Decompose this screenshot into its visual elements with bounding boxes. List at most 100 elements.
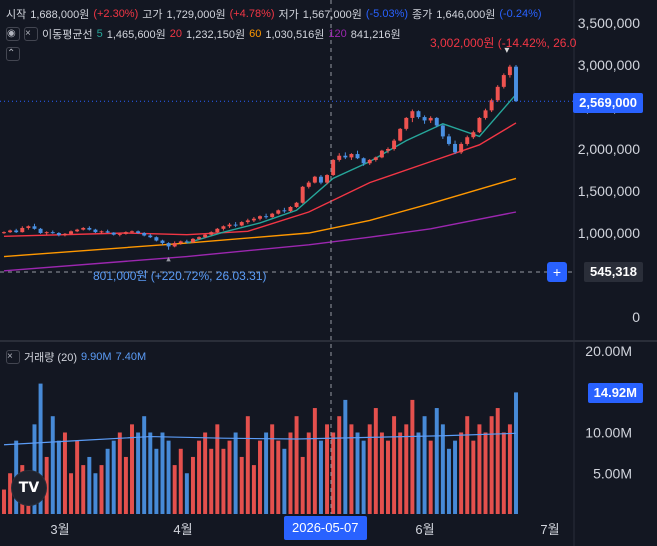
volume-bar: [416, 432, 421, 514]
volume-bar: [87, 456, 92, 514]
candle-body: [239, 222, 244, 226]
close-label: 종가: [412, 9, 433, 21]
candle-body: [50, 232, 55, 234]
ma20-line: [3, 122, 517, 238]
chevron-up-icon[interactable]: ⌃: [6, 47, 20, 61]
candle-body: [38, 228, 43, 233]
volume-bar: [190, 456, 195, 514]
volume-bar: [56, 440, 61, 514]
close-icon[interactable]: ×: [24, 27, 38, 41]
volume-bar: [172, 465, 177, 514]
candle-body: [483, 110, 488, 118]
volume-bar: [337, 416, 342, 514]
candle-body: [325, 175, 330, 183]
volume-bar: [459, 432, 464, 514]
candle-body: [514, 66, 518, 102]
x-tick-label: 6월: [415, 522, 434, 537]
candle-body: [489, 100, 494, 111]
tradingview-logo[interactable]: TV: [11, 470, 47, 506]
candle-body: [422, 117, 427, 121]
volume-legend: × 거래량 (20) 9.90M 7.40M: [6, 349, 146, 365]
volume-bar: [331, 432, 336, 514]
volume-bar: [343, 399, 348, 514]
volume-bar: [111, 440, 116, 514]
low-value: 1,567,000원: [302, 9, 362, 21]
candle-body: [14, 230, 19, 233]
open-value: 1,688,000원: [30, 9, 90, 21]
volume-bar: [300, 456, 305, 514]
candle-body: [282, 210, 287, 212]
candle-body: [349, 154, 354, 158]
candle-body: [111, 232, 116, 235]
close-change: (-0.24%): [499, 8, 542, 20]
candle-body: [373, 157, 378, 160]
candle-body: [123, 232, 128, 234]
candle-body: [184, 241, 189, 243]
close-value: 1,646,000원: [436, 9, 496, 21]
candle-body: [20, 227, 25, 233]
volume-bar: [184, 473, 189, 514]
candle-body: [105, 231, 110, 233]
volume-bar: [465, 416, 470, 514]
candle-body: [355, 154, 360, 159]
ma-legend: ◉ × 이동평균선 5 1,465,600원 20 1,232,150원 60 …: [6, 26, 401, 42]
candle-body: [8, 230, 13, 233]
volume-bar: [239, 456, 244, 514]
candle-body: [361, 158, 366, 164]
volume-bar: [367, 424, 372, 514]
low-annotation: 801,000원 (+220.72%, 26.03.31): [93, 269, 267, 283]
ma20-value: 1,232,150원: [186, 29, 246, 41]
collapse-icon[interactable]: ×: [6, 350, 20, 364]
volume-bar: [99, 465, 104, 514]
volume-bar: [221, 448, 226, 514]
candle-body: [233, 224, 238, 226]
crosshair-price-tag: 545,318: [584, 262, 643, 282]
candle-body: [453, 143, 458, 153]
volume-bar: [130, 424, 134, 514]
candle-body: [56, 233, 61, 236]
price-tick-label: 1,500,000: [578, 183, 640, 199]
candle-body: [465, 137, 470, 144]
candle-body: [276, 210, 281, 214]
price-tick-label: 0: [632, 309, 640, 325]
volume-bar: [142, 416, 147, 514]
volume-bar: [495, 408, 500, 514]
price-tick-label: 2,000,000: [578, 141, 640, 157]
candle-body: [62, 233, 67, 236]
candle-body: [203, 234, 208, 238]
candle-body: [178, 241, 183, 244]
volume-bar: [379, 432, 384, 514]
volume-bar: [306, 432, 311, 514]
candle-body: [209, 232, 214, 235]
ma60-line: [3, 177, 517, 258]
volume-bar: [166, 440, 171, 514]
candle-body: [99, 231, 104, 233]
volume-bar: [227, 440, 232, 514]
add-alert-button[interactable]: +: [547, 262, 567, 282]
volume-bar: [258, 440, 262, 514]
candle-body: [154, 237, 159, 241]
candle-body: [32, 226, 37, 229]
volume-bar: [154, 448, 159, 514]
volume-bar: [361, 440, 366, 514]
ma5-value: 1,465,600원: [106, 29, 166, 41]
candle-body: [160, 240, 165, 244]
x-tick-label: 4월: [173, 522, 192, 537]
candle-body: [215, 228, 220, 233]
volume-bar: [276, 440, 281, 514]
volume-bar: [50, 416, 55, 514]
open-change: (+2.30%): [93, 8, 139, 20]
candle-body: [331, 159, 336, 176]
eye-icon[interactable]: ◉: [6, 27, 20, 41]
candle-body: [148, 235, 153, 238]
volume-bar: [215, 424, 220, 514]
volume-label: 거래량 (20): [24, 352, 77, 364]
volume-bar: [270, 424, 275, 514]
candle-body: [172, 243, 177, 247]
current-price-tag: 2,569,000: [573, 93, 643, 113]
candle-body: [343, 155, 348, 158]
candle-body: [2, 232, 6, 234]
volume-bar: [160, 432, 165, 514]
candle-body: [379, 150, 384, 158]
candle-body: [477, 117, 482, 133]
